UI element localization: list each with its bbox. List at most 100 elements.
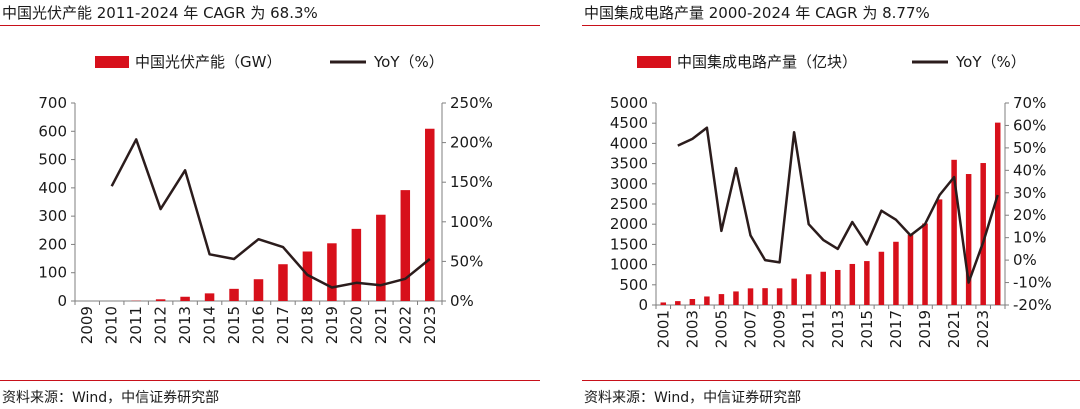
bar-2002 bbox=[675, 301, 681, 305]
x-tick-label: 2023 bbox=[421, 306, 439, 344]
y-left-tick-label: 500 bbox=[38, 151, 67, 169]
pv-capacity-plot: 中国光伏产能（GW） YoY（%） 0 100 200 300 400 500 600 700 0%… bbox=[38, 53, 493, 344]
bar-2021 bbox=[951, 159, 957, 305]
bar-2022 bbox=[400, 190, 411, 301]
y-right-tick-label: 0% bbox=[1013, 251, 1037, 269]
legend-bar-swatch bbox=[637, 56, 671, 68]
y-right-tick-label: 200% bbox=[450, 134, 493, 152]
x-tick-label: 2019 bbox=[323, 306, 341, 344]
y-left-tick-label: 3000 bbox=[610, 175, 648, 193]
x-tick-label: 2021 bbox=[945, 310, 963, 348]
y-left-tick-label: 100 bbox=[38, 264, 67, 282]
y-right-tick-label: 40% bbox=[1013, 161, 1046, 179]
x-tick-label: 2013 bbox=[176, 306, 194, 344]
bar-2017 bbox=[278, 264, 288, 301]
y-right-tick-label: 50% bbox=[1013, 139, 1046, 157]
bar-2008 bbox=[762, 288, 768, 305]
ic-output-plot: 中国集成电路产量（亿块） YoY（%） 0 500 1000 1500 2000 2500 30… bbox=[610, 53, 1052, 348]
bar-2005 bbox=[718, 294, 725, 305]
bar-2016 bbox=[878, 251, 885, 305]
title-divider bbox=[0, 25, 540, 26]
bar-2023 bbox=[425, 128, 435, 301]
x-tick-label: 2001 bbox=[654, 310, 672, 348]
bar-2003 bbox=[689, 299, 696, 305]
y-right-tick-label: 10% bbox=[1013, 229, 1046, 247]
chart-panel-pv-capacity: 中国光伏产能 2011-2024 年 CAGR 为 68.3% 中国光伏产能（G… bbox=[0, 4, 540, 406]
y-right-tick-label: 250% bbox=[450, 94, 493, 112]
x-tick-label: 2005 bbox=[712, 310, 730, 348]
source-note: 资料来源：Wind，中信证券研究部 bbox=[584, 390, 802, 406]
bar-2009 bbox=[776, 288, 783, 305]
y-left-tick-label: 2000 bbox=[610, 215, 648, 233]
x-tick-label: 2016 bbox=[250, 306, 268, 344]
x-tick-label: 2017 bbox=[274, 306, 292, 344]
y-right-tick-label: 50% bbox=[450, 252, 483, 270]
yoy-line bbox=[110, 138, 431, 289]
x-tick-label: 2022 bbox=[396, 306, 414, 344]
bar-2012 bbox=[820, 271, 826, 305]
y-right-tick-label: 60% bbox=[1013, 116, 1046, 134]
bar-2021 bbox=[376, 214, 386, 301]
bar-2014 bbox=[849, 263, 856, 305]
y-left-tick-label: 700 bbox=[38, 94, 67, 112]
y-right-tick-label: 150% bbox=[450, 173, 493, 191]
legend-label-line: YoY（%） bbox=[373, 53, 444, 71]
bar-2015 bbox=[229, 288, 239, 301]
chart-panel-ic-output: 中国集成电路产量 2000-2024 年 CAGR 为 8.77% 中国集成电路… bbox=[582, 0, 1080, 409]
y-left-tick-label: 4500 bbox=[610, 114, 648, 132]
bar-2017 bbox=[893, 241, 899, 305]
bar-2007 bbox=[747, 288, 754, 305]
x-tick-label: 2018 bbox=[298, 306, 316, 344]
y-left-tick-label: 500 bbox=[619, 276, 648, 294]
x-tick-label: 2014 bbox=[201, 306, 219, 344]
y-right-tick-label: 100% bbox=[450, 213, 493, 231]
bar-2015 bbox=[864, 261, 870, 305]
bar-2013 bbox=[835, 269, 841, 305]
bar-2004 bbox=[704, 296, 710, 305]
y-left-tick-label: 2500 bbox=[610, 195, 648, 213]
source-divider bbox=[0, 380, 540, 381]
y-right-tick-label: 70% bbox=[1013, 94, 1046, 112]
x-tick-label: 2009 bbox=[771, 310, 789, 348]
legend-label-line: YoY（%） bbox=[955, 53, 1026, 71]
source-divider bbox=[582, 380, 1080, 381]
y-left-tick-label: 0 bbox=[638, 296, 648, 314]
x-tick-label: 2009 bbox=[78, 306, 96, 344]
bar-2020 bbox=[936, 199, 943, 305]
x-tick-label: 2023 bbox=[974, 310, 992, 348]
bar-2011 bbox=[805, 274, 812, 305]
x-tick-label: 2019 bbox=[916, 310, 934, 348]
x-tick-label: 2012 bbox=[152, 306, 170, 344]
y-left-tick-label: 1000 bbox=[610, 256, 648, 274]
bar-2019 bbox=[327, 243, 337, 301]
legend-bar-swatch bbox=[95, 56, 129, 68]
bar-2020 bbox=[351, 228, 362, 301]
y-right-tick-label: 30% bbox=[1013, 184, 1046, 202]
x-tick-label: 2013 bbox=[829, 310, 847, 348]
x-tick-label: 2015 bbox=[225, 306, 243, 344]
y-left-tick-label: 400 bbox=[38, 179, 67, 197]
y-right-tick-label: 20% bbox=[1013, 206, 1046, 224]
y-left-tick-label: 200 bbox=[38, 235, 67, 253]
bar-2024 bbox=[994, 122, 1001, 305]
y-right-tick-label: -10% bbox=[1013, 274, 1052, 292]
legend-label-bar: 中国集成电路产量（亿块） bbox=[677, 53, 857, 71]
bar-2019 bbox=[922, 223, 928, 305]
x-tick-label: 2011 bbox=[127, 306, 145, 344]
x-tick-label: 2007 bbox=[742, 310, 760, 348]
yoy-line bbox=[677, 126, 999, 284]
y-left-tick-label: 3500 bbox=[610, 155, 648, 173]
x-tick-label: 2020 bbox=[347, 306, 365, 344]
y-left-tick-label: 0 bbox=[57, 292, 67, 310]
y-right-tick-label: -20% bbox=[1013, 296, 1052, 314]
y-left-tick-label: 600 bbox=[38, 122, 67, 140]
source-note: 资料来源：Wind，中信证券研究部 bbox=[2, 390, 220, 406]
bar-2012 bbox=[155, 299, 166, 301]
bar-2006 bbox=[733, 291, 739, 305]
chart-title: 中国集成电路产量 2000-2024 年 CAGR 为 8.77% bbox=[584, 4, 930, 22]
bar-2013 bbox=[180, 296, 190, 301]
x-tick-label: 2011 bbox=[800, 310, 818, 348]
y-left-tick-label: 1500 bbox=[610, 235, 648, 253]
x-tick-label: 2010 bbox=[103, 306, 121, 344]
y-left-tick-label: 300 bbox=[38, 207, 67, 225]
